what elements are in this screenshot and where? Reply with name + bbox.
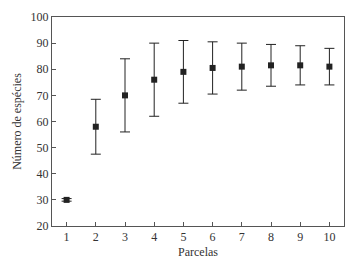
svg-text:5: 5 <box>180 230 186 244</box>
svg-text:2: 2 <box>93 230 99 244</box>
svg-text:3: 3 <box>122 230 128 244</box>
svg-text:10: 10 <box>323 230 335 244</box>
svg-text:Parcelas: Parcelas <box>178 245 218 259</box>
svg-text:40: 40 <box>37 167 49 181</box>
svg-text:9: 9 <box>297 230 303 244</box>
svg-text:Número de espécies: Número de espécies <box>10 73 24 170</box>
svg-text:100: 100 <box>31 10 49 24</box>
svg-text:80: 80 <box>37 62 49 76</box>
svg-text:6: 6 <box>210 230 216 244</box>
svg-text:30: 30 <box>37 193 49 207</box>
svg-text:1: 1 <box>64 230 70 244</box>
svg-text:90: 90 <box>37 36 49 50</box>
svg-text:60: 60 <box>37 115 49 129</box>
svg-text:8: 8 <box>268 230 274 244</box>
svg-text:20: 20 <box>37 219 49 233</box>
svg-text:70: 70 <box>37 89 49 103</box>
svg-text:50: 50 <box>37 141 49 155</box>
svg-text:7: 7 <box>239 230 245 244</box>
svg-text:4: 4 <box>151 230 157 244</box>
